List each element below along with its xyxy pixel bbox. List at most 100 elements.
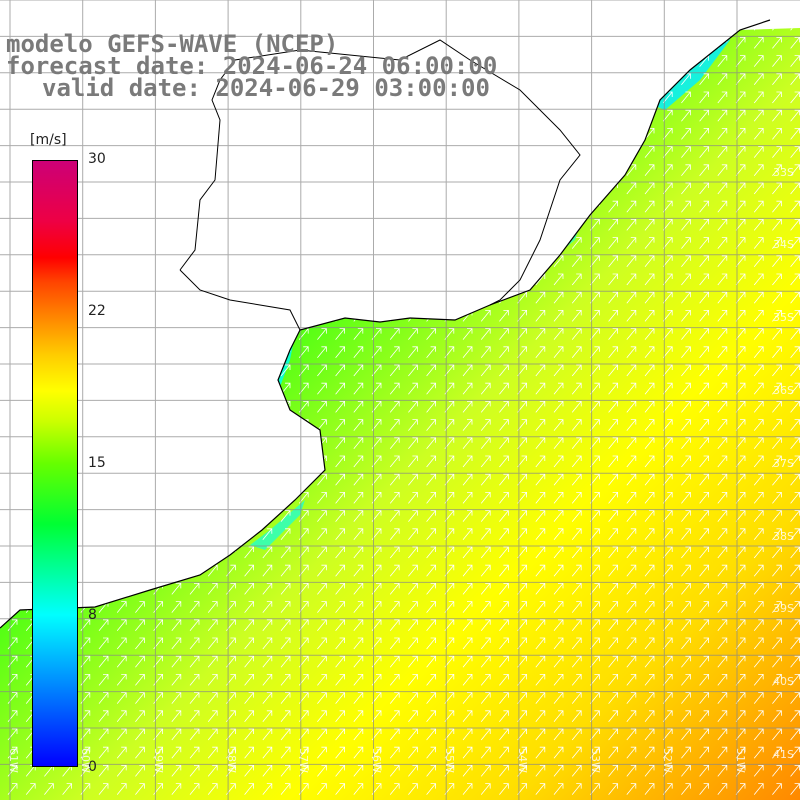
wind-arrow [7,401,18,413]
wind-arrow [171,746,182,759]
wind-arrow [463,1,472,12]
wind-arrow [7,564,18,577]
wind-arrow [280,109,291,122]
lon-label: 54W [516,748,529,773]
wind-arrow [207,674,218,686]
wind-arrow [553,128,564,140]
wind-arrow [426,219,436,231]
wind-arrow [753,619,764,632]
wind-arrow [499,692,509,704]
wind-arrow [280,492,291,504]
wind-arrow [25,109,36,122]
wind-arrow [135,692,145,704]
wind-arrow [426,200,436,213]
wind-arrow [135,765,145,777]
wind-arrow [772,128,782,140]
wind-arrow [317,710,327,723]
wind-arrow [189,728,200,741]
wind-arrow [462,328,473,340]
wind-arrow [772,601,782,613]
wind-arrow [244,583,254,595]
wind-arrow [335,564,345,577]
wind-arrow [480,128,491,140]
wind-arrow [171,291,182,304]
wind-arrow [426,528,436,541]
wind-arrow [207,28,218,31]
wind-arrow [480,492,491,504]
wind-arrow [681,382,691,395]
wind-arrow [244,710,254,723]
wind-arrow [7,546,18,559]
wind-arrow [189,310,200,322]
wind-arrow [462,273,473,286]
wind-arrow [98,382,109,395]
wind-arrow [499,273,509,286]
wind-arrow [571,564,582,577]
wind-arrow [335,601,345,613]
wind-arrow [189,401,200,413]
wind-arrow [335,783,345,795]
wind-arrow [480,783,491,795]
wind-arrow [772,328,782,340]
wind-arrow [608,219,618,231]
wind-arrow [753,765,764,777]
wind-arrow [480,692,491,704]
wind-arrow [7,601,18,613]
wind-arrow [335,419,345,431]
wind-arrow [717,492,728,504]
wind-arrow [699,455,709,468]
wind-arrow [499,73,509,86]
wind-arrow [426,564,436,577]
wind-arrow [644,601,655,613]
wind-arrow [189,382,200,395]
wind-arrow [207,200,218,213]
wind-arrow [608,728,618,741]
wind-arrow [389,128,400,140]
wind-arrow [317,328,327,340]
wind-arrow [699,437,709,450]
wind-arrow [335,455,345,468]
wind-arrow [499,109,509,122]
wind-arrow [626,655,637,668]
wind-arrow [571,291,582,304]
lat-label: 33S [773,166,794,179]
wind-arrow [189,28,200,31]
wind-arrow [98,619,109,632]
wind-arrow [353,564,364,577]
wind-arrow [44,109,54,122]
wind-arrow [772,728,782,741]
wind-arrow [135,783,145,795]
wind-arrow [7,28,18,31]
wind-arrow [317,291,327,304]
wind-arrow [681,710,691,723]
wind-arrow [62,146,72,158]
wind-arrow [335,291,345,304]
wind-arrow [699,109,709,122]
wind-arrow [535,546,546,559]
wind-arrow [644,200,655,213]
wind-arrow [608,765,618,777]
wind-arrow [699,637,709,650]
wind-arrow [189,291,200,304]
wind-arrow [681,455,691,468]
wind-arrow [135,564,145,577]
wind-arrow [389,765,400,777]
wind-arrow [189,746,200,759]
wind-arrow [189,564,200,577]
wind-arrow [535,37,546,49]
wind-arrow [116,564,127,577]
wind-arrow [135,273,145,286]
wind-arrow [553,746,564,759]
wind-arrow [408,783,418,795]
wind-arrow [262,401,273,413]
wind-arrow [335,109,345,122]
wind-arrow [699,200,709,213]
wind-arrow [462,28,473,31]
wind-arrow [772,528,782,541]
wind-arrow [7,583,18,595]
wind-arrow [644,473,655,486]
lon-label: 52W [661,748,674,773]
wind-arrow [626,310,637,322]
wind-arrow [535,746,546,759]
wind-arrow [699,546,709,559]
